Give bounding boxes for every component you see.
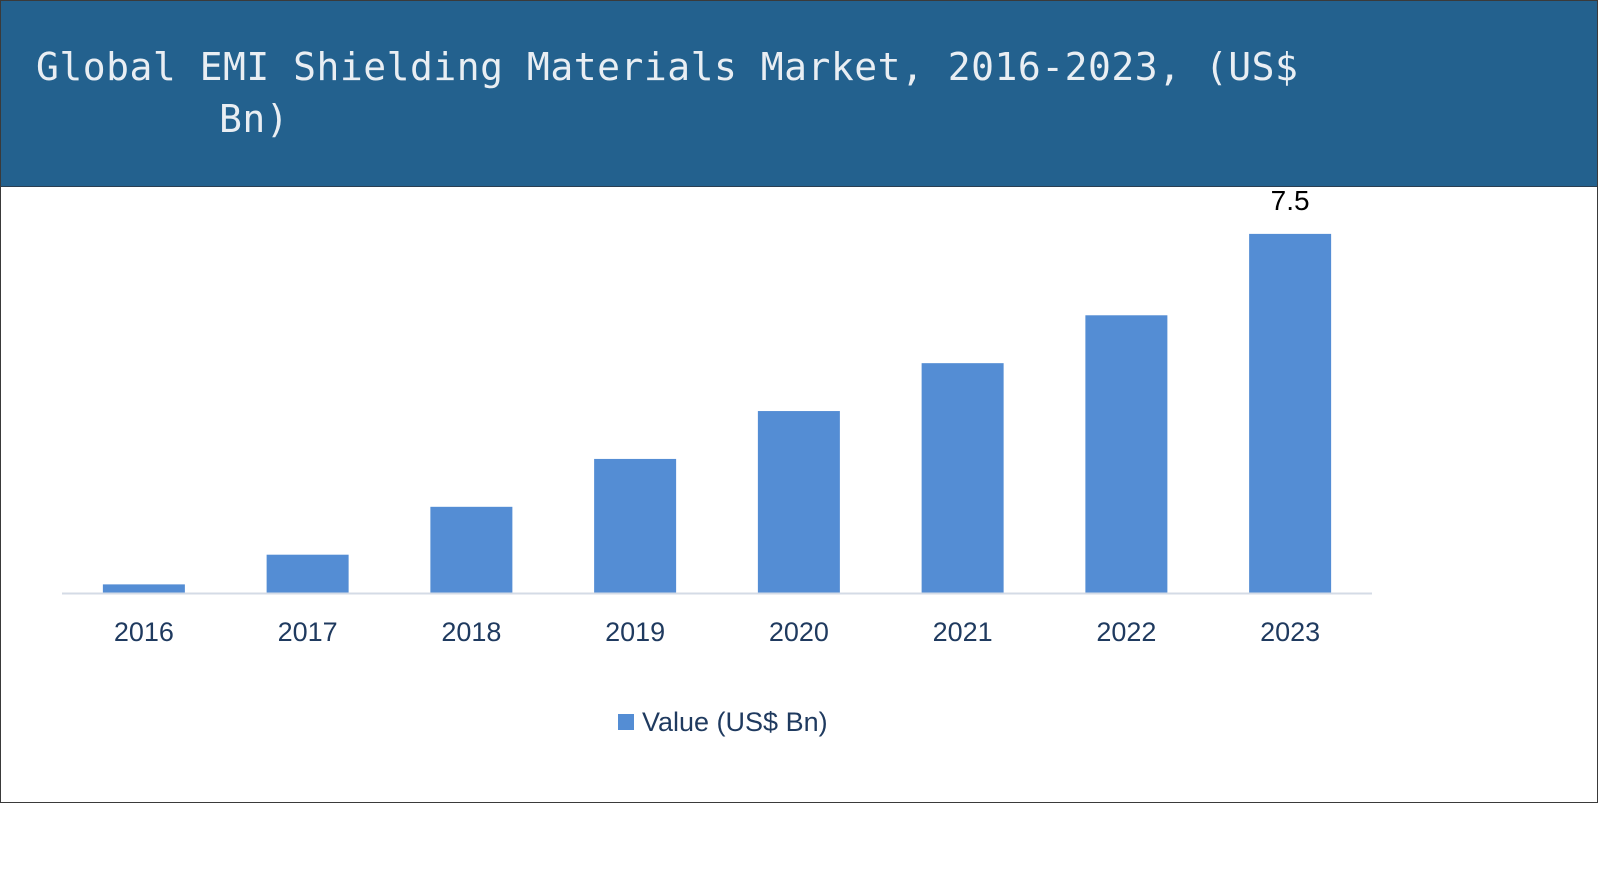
bar-2018 — [430, 506, 513, 593]
bar-chart: 2016 2017 2018 2019 2020 2021 2022 2023 7.5 — [62, 185, 1372, 647]
chart-title-line2: Bn) — [219, 97, 290, 141]
x-tick-label-2016: 2016 — [114, 617, 174, 647]
x-tick-label-2022: 2022 — [1096, 617, 1156, 647]
chart-header: Global EMI Shielding Materials Market, 2… — [1, 1, 1597, 187]
chart-frame: Global EMI Shielding Materials Market, 2… — [0, 0, 1598, 803]
x-tick-label-2020: 2020 — [769, 617, 829, 647]
x-tick-label-2023: 2023 — [1260, 617, 1320, 647]
bar-2019 — [594, 458, 677, 593]
data-label-2023: 7.5 — [1271, 185, 1310, 216]
bar-2022 — [1085, 315, 1168, 593]
bars-layer — [102, 233, 1332, 593]
x-tick-label-2018: 2018 — [441, 617, 501, 647]
x-tick-label-2017: 2017 — [278, 617, 338, 647]
x-tick-label-2021: 2021 — [933, 617, 993, 647]
chart-title: Global EMI Shielding Materials Market, 2… — [36, 41, 1506, 145]
bar-2016 — [102, 584, 185, 593]
legend-swatch — [618, 714, 634, 730]
bar-2021 — [921, 363, 1004, 593]
x-tick-labels: 2016 2017 2018 2019 2020 2021 2022 2023 — [114, 617, 1320, 647]
chart-title-line1: Global EMI Shielding Materials Market, 2… — [36, 45, 1299, 89]
bar-2017 — [266, 554, 349, 593]
x-tick-label-2019: 2019 — [605, 617, 665, 647]
legend-label: Value (US$ Bn) — [642, 706, 828, 737]
legend: Value (US$ Bn) — [618, 702, 828, 742]
data-labels: 7.5 — [1271, 185, 1310, 216]
bar-2023 — [1249, 233, 1332, 593]
bar-2020 — [757, 411, 840, 593]
